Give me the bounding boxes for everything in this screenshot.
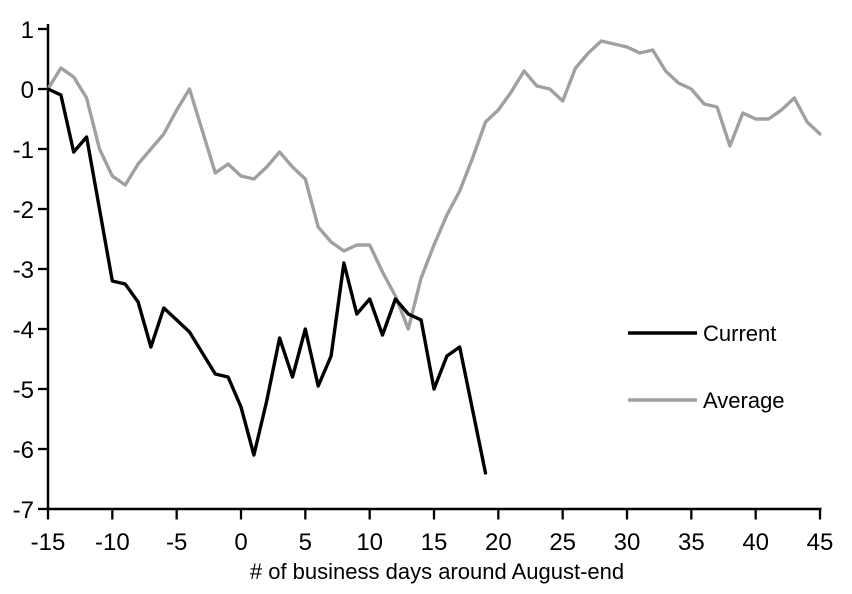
x-tick-label: 0 <box>234 529 247 556</box>
y-tick-label: 0 <box>21 77 34 104</box>
x-tick-label: -5 <box>166 529 187 556</box>
y-tick-label: -1 <box>13 137 34 164</box>
legend: Current Average <box>628 321 785 413</box>
y-tick-label: -7 <box>13 497 34 524</box>
series-line-current <box>46 87 488 475</box>
x-tick-label: 15 <box>421 529 448 556</box>
x-tick-label: 35 <box>678 529 705 556</box>
axes: 10-1-2-3-4-5-6-7-15 -10 -5 0 5 10 15 20 25 30 35 40… <box>13 17 834 556</box>
x-tick-label: 10 <box>356 529 383 556</box>
legend-label-average: Average <box>703 388 785 413</box>
x-tick-label: 30 <box>614 529 641 556</box>
y-tick-label: -2 <box>13 197 34 224</box>
x-tick-label: 45 <box>807 529 834 556</box>
series-lines <box>46 39 822 475</box>
x-tick-label: 40 <box>742 529 769 556</box>
x-tick-label: 5 <box>299 529 312 556</box>
legend-label-current: Current <box>703 321 776 346</box>
x-tick-label: -10 <box>95 529 130 556</box>
y-tick-label: -6 <box>13 437 34 464</box>
x-tick-label: -15 <box>31 529 66 556</box>
y-tick-label: -3 <box>13 257 34 284</box>
x-tick-label: 20 <box>485 529 512 556</box>
x-tick-label: 25 <box>549 529 576 556</box>
y-tick-label: 1 <box>21 17 34 44</box>
x-axis-title: # of business days around August-end <box>250 559 624 584</box>
series-line-average <box>46 39 822 331</box>
y-tick-label: -4 <box>13 317 34 344</box>
y-tick-label: -5 <box>13 377 34 404</box>
